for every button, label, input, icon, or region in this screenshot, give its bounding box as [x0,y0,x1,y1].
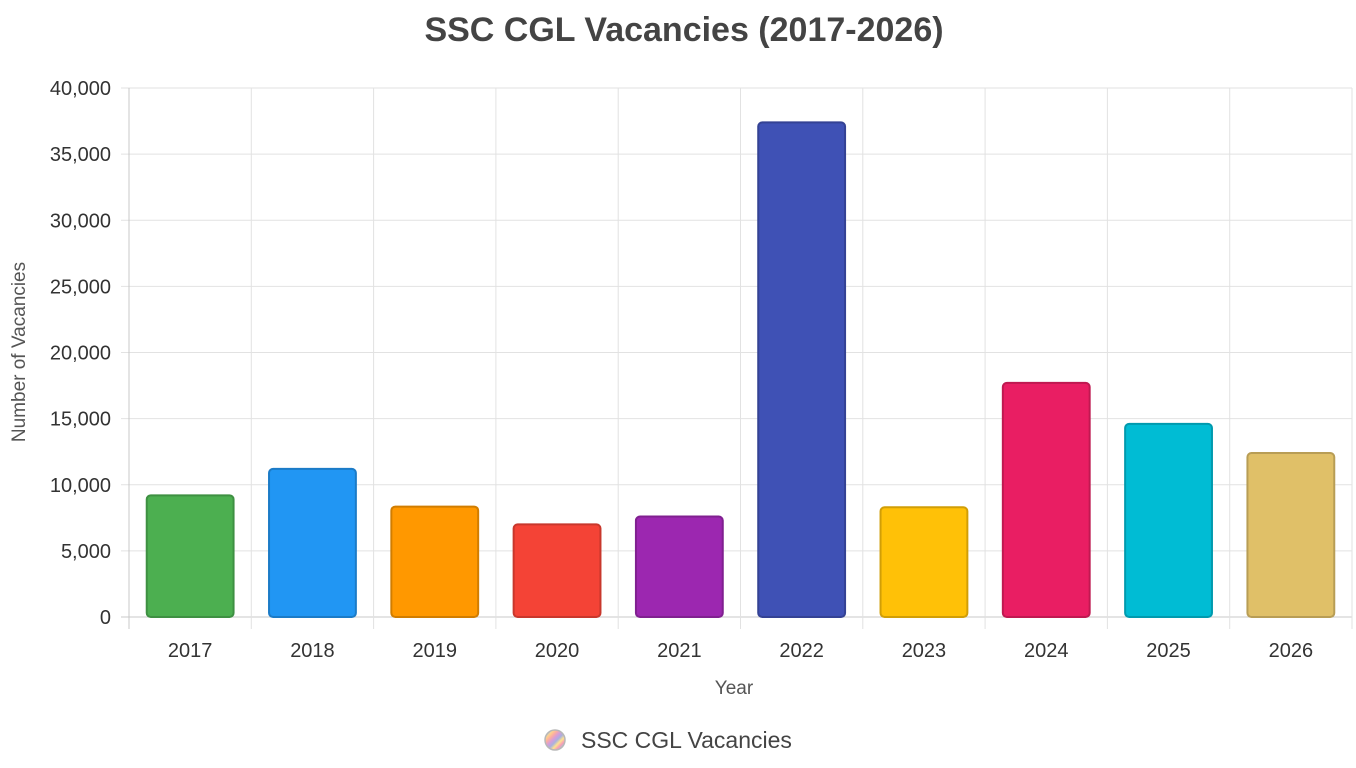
legend-label: SSC CGL Vacancies [581,727,792,753]
x-tick-label: 2017 [168,640,213,662]
chart-title: SSC CGL Vacancies (2017-2026) [424,11,943,49]
y-axis-title: Number of Vacancies [9,262,30,442]
x-tick-label: 2023 [902,640,947,662]
y-tick-label: 30,000 [50,210,111,232]
y-tick-label: 5,000 [61,541,111,563]
bar-2026[interactable] [1246,452,1336,619]
x-tick-label: 2024 [1024,640,1069,662]
x-tick-label: 2018 [290,640,335,662]
y-axis-ticks: 0 5,000 10,000 15,000 20,000 25,000 30,000 35,0… [50,78,111,629]
bars [145,121,1336,619]
y-tick-label: 20,000 [50,343,111,365]
y-tick-label: 10,000 [50,475,111,497]
bar-2019[interactable] [390,505,480,619]
x-axis-ticks: 2017 2018 2019 2020 2021 2022 2023 2024 2025 2026 [168,640,1313,662]
legend[interactable]: SSC CGL Vacancies [544,727,792,753]
grid [121,87,1353,629]
y-tick-label: 40,000 [50,78,111,100]
bar-2023[interactable] [879,506,969,619]
y-tick-label: 35,000 [50,144,111,166]
legend-marker-icon [544,729,566,751]
y-tick-label: 0 [100,607,111,629]
bar-2024[interactable] [1001,381,1091,619]
x-tick-label: 2019 [413,640,458,662]
y-tick-label: 15,000 [50,409,111,431]
bar-2020[interactable] [512,523,602,618]
x-axis-title: Year [715,678,754,699]
x-tick-label: 2022 [779,640,824,662]
x-tick-label: 2020 [535,640,580,662]
bar-2021[interactable] [634,515,724,618]
bar-2017[interactable] [145,494,235,618]
x-tick-label: 2026 [1269,640,1314,662]
y-tick-label: 25,000 [50,276,111,298]
x-tick-label: 2025 [1146,640,1191,662]
x-tick-label: 2021 [657,640,702,662]
bar-2025[interactable] [1124,422,1213,619]
bar-2018[interactable] [268,467,357,618]
bar-2022[interactable] [757,121,847,618]
